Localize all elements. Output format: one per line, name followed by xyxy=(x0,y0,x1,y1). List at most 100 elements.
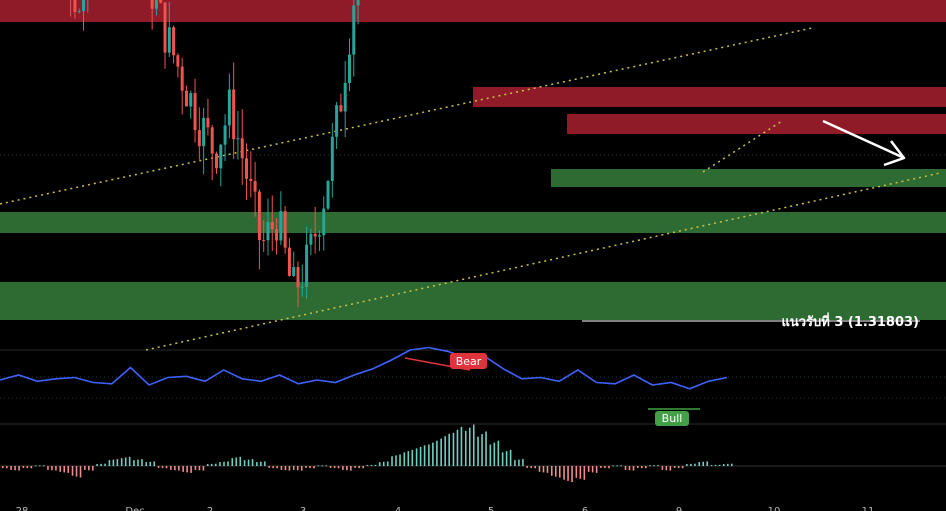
rsi-pane: Bear Bull xyxy=(0,346,728,426)
histogram-bar-positive xyxy=(649,465,651,467)
histogram-bar-positive xyxy=(612,465,615,467)
histogram-bar-negative xyxy=(10,466,12,470)
histogram-bar-positive xyxy=(256,462,258,466)
histogram-bar-positive xyxy=(382,461,385,466)
candle-up xyxy=(154,0,158,9)
time-axis: 28 Dec 2 3 4 5 6 9 10 11 xyxy=(16,506,875,511)
histogram-bar-negative xyxy=(92,466,94,471)
histogram-bar-positive xyxy=(723,464,725,466)
candle-down xyxy=(283,211,287,248)
histogram-bar-negative xyxy=(79,466,82,478)
histogram-bar-negative xyxy=(75,466,78,477)
candle-down xyxy=(210,127,214,154)
histogram-bar-negative xyxy=(67,466,70,473)
histogram-bar-negative xyxy=(63,466,66,473)
histogram-bar-positive xyxy=(718,464,721,466)
histogram-bar-positive xyxy=(96,464,98,466)
histogram-bar-negative xyxy=(358,466,360,469)
histogram-bar-positive xyxy=(235,457,238,466)
histogram-bar-negative xyxy=(30,466,33,469)
histogram-bar-negative xyxy=(182,466,184,472)
x-tick-label: 9 xyxy=(676,506,682,511)
x-tick-label: Dec xyxy=(125,506,144,511)
bull-badge-label: Bull xyxy=(662,412,683,425)
candle-down xyxy=(270,222,274,230)
histogram-bar-negative xyxy=(202,466,205,471)
histogram-bar-positive xyxy=(440,438,442,466)
histogram-bar-positive xyxy=(522,459,524,466)
histogram-bar-positive xyxy=(505,451,508,466)
histogram-bar-negative xyxy=(681,466,684,469)
histogram-bar-negative xyxy=(198,466,201,471)
histogram-bar-negative xyxy=(624,466,627,470)
histogram-bar-positive xyxy=(690,463,692,466)
candle-up xyxy=(266,222,270,241)
histogram-bar-positive xyxy=(321,465,324,467)
histogram-bar-positive xyxy=(706,461,709,466)
histogram-bar-negative xyxy=(554,466,557,477)
histogram-bar-negative xyxy=(342,466,344,470)
histogram-bar-negative xyxy=(673,466,676,468)
histogram-bar-negative xyxy=(534,466,536,469)
candle-up xyxy=(335,105,339,137)
histogram-bar-positive xyxy=(415,448,418,466)
histogram-bar-negative xyxy=(18,466,20,471)
histogram-bar-negative xyxy=(300,466,303,471)
candle-down xyxy=(150,0,154,9)
support-level-label: แนวรับที่ 3 (1.31803) xyxy=(781,312,919,330)
candle-up xyxy=(219,144,223,169)
candle-down xyxy=(253,181,257,192)
candle-up xyxy=(300,286,304,288)
histogram-bar-negative xyxy=(632,466,635,471)
histogram-bar-positive xyxy=(403,452,406,466)
histogram-bar-positive xyxy=(489,444,492,466)
bear-badge xyxy=(450,353,487,369)
histogram-bar-negative xyxy=(174,466,176,471)
histogram-bar-negative xyxy=(595,466,598,473)
histogram-bar-positive xyxy=(411,449,414,466)
support-zone xyxy=(0,212,946,233)
histogram-bar-positive xyxy=(501,452,504,466)
histogram-bar-negative xyxy=(591,466,594,473)
x-tick-label: 10 xyxy=(768,506,781,511)
trend-channel xyxy=(0,27,941,351)
histogram-bar-negative xyxy=(333,466,336,469)
histogram-bar-positive xyxy=(34,465,37,467)
histogram-bar-positive xyxy=(518,459,520,466)
histogram-bar-negative xyxy=(51,466,53,471)
histogram-bar-negative xyxy=(665,466,668,471)
histogram-bar-positive xyxy=(407,451,410,466)
histogram-bar-positive xyxy=(702,461,705,466)
candle-down xyxy=(206,117,210,128)
histogram-bar-positive xyxy=(120,458,123,466)
bull-badge xyxy=(655,411,689,426)
histogram-bar-negative xyxy=(59,466,62,472)
candle-down xyxy=(172,27,176,56)
price-zones xyxy=(0,0,946,320)
candle-down xyxy=(240,138,244,159)
histogram-bar-positive xyxy=(128,456,131,466)
histogram-bar-positive xyxy=(616,465,619,467)
histogram-bar-positive xyxy=(391,456,393,466)
x-tick-label: 4 xyxy=(395,506,401,511)
histogram-bar-positive xyxy=(481,434,483,466)
candlestick-series xyxy=(70,0,360,308)
histogram-bar-positive xyxy=(145,462,148,466)
histogram-bar-negative xyxy=(313,466,315,469)
candle-down xyxy=(184,90,188,107)
candle-up xyxy=(236,138,240,140)
histogram-bar-negative xyxy=(309,466,311,469)
histogram-bar-negative xyxy=(194,466,197,470)
histogram-bar-positive xyxy=(219,462,221,466)
candle-down xyxy=(262,240,266,242)
histogram-bar-negative xyxy=(26,466,29,469)
histogram-bar-negative xyxy=(157,466,160,468)
candle-up xyxy=(347,54,351,83)
candle-up xyxy=(326,180,330,209)
histogram-bar-negative xyxy=(284,466,287,471)
histogram-bar-positive xyxy=(694,463,696,466)
histogram-bar-negative xyxy=(579,466,582,479)
histogram-bar-negative xyxy=(292,466,295,470)
candle-down xyxy=(193,93,197,131)
